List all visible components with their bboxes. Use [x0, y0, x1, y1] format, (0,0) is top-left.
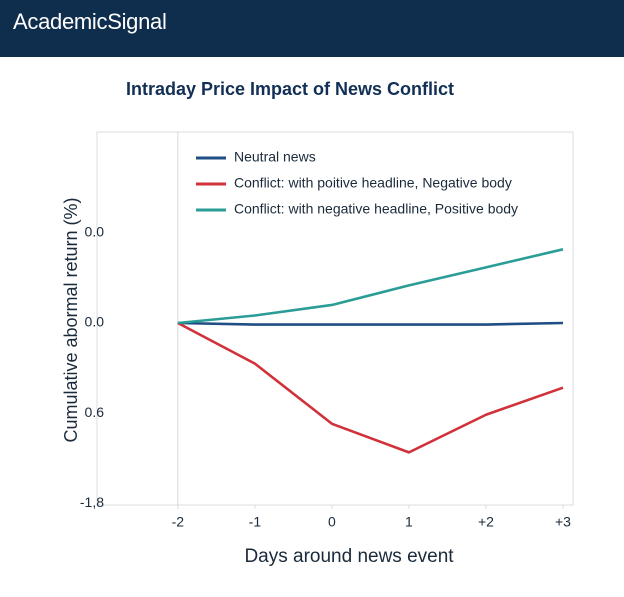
x-tick-label: -1	[249, 514, 262, 530]
legend-label: Conflict: with negative headline, Positi…	[234, 201, 518, 217]
plot-frame	[96, 131, 574, 506]
series-line	[177, 321, 564, 326]
x-tick-label: -2	[172, 514, 185, 530]
series-line	[177, 321, 564, 454]
brand-logo[interactable]: AcademicSignal	[13, 9, 167, 34]
y-tick-label: 0.0	[85, 314, 105, 330]
x-tick-label: 0	[328, 514, 336, 530]
y-axis-label: Cumulative abormal return (%)	[61, 197, 81, 442]
x-tick-label: 1	[405, 514, 413, 530]
x-axis-label: Days around news event	[244, 546, 454, 567]
chart-title: Intraday Price Impact of News Conflict	[126, 79, 454, 99]
legend-label: Neutral news	[234, 149, 316, 165]
x-tick-label: +2	[478, 514, 494, 530]
y-tick-label: -1,8	[80, 494, 104, 510]
header-bar: AcademicSignal	[0, 0, 624, 57]
legend-label: Conflict: with poitive headline, Negativ…	[234, 175, 512, 191]
y-tick-label: 0.0	[85, 223, 105, 239]
y-tick-label: 0.6	[85, 404, 105, 420]
x-tick-label: +3	[555, 514, 571, 530]
series-line	[177, 248, 564, 325]
